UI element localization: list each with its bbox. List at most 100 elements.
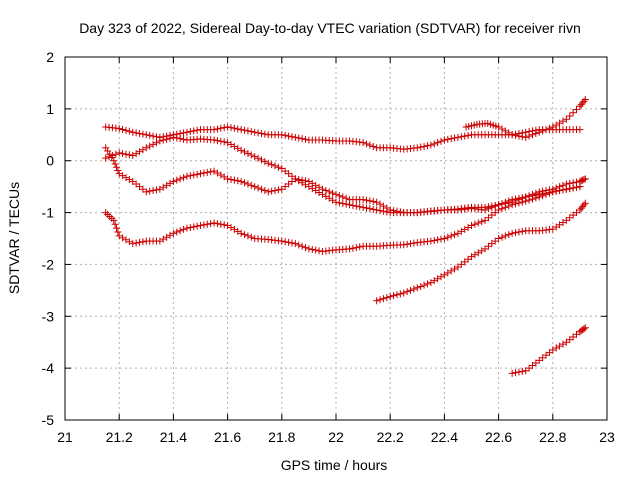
data-point bbox=[400, 289, 408, 297]
data-point bbox=[552, 344, 560, 352]
data-point bbox=[305, 245, 313, 253]
y-tick-label: 1 bbox=[46, 101, 54, 117]
data-point bbox=[136, 148, 144, 156]
data-point bbox=[274, 186, 282, 194]
data-point bbox=[268, 187, 276, 195]
data-point bbox=[498, 205, 506, 213]
data-point bbox=[379, 202, 387, 210]
data-point bbox=[125, 151, 133, 159]
data-point bbox=[573, 183, 581, 191]
data-point bbox=[298, 242, 306, 250]
data-point bbox=[515, 368, 523, 376]
data-point bbox=[166, 231, 174, 239]
data-point bbox=[230, 225, 238, 233]
data-point bbox=[136, 238, 144, 246]
data-point bbox=[210, 219, 218, 227]
data-point bbox=[474, 249, 482, 257]
data-point bbox=[515, 199, 523, 207]
data-point bbox=[213, 220, 221, 228]
data-point bbox=[122, 174, 130, 182]
data-point bbox=[241, 179, 249, 187]
data-point bbox=[518, 367, 526, 375]
y-axis-label: SDTVAR / TECUs bbox=[6, 182, 22, 294]
x-tick-label: 22.6 bbox=[485, 429, 512, 445]
data-point bbox=[264, 159, 272, 167]
data-point bbox=[234, 177, 242, 185]
data-point bbox=[495, 235, 503, 242]
data-point bbox=[207, 220, 215, 228]
data-point bbox=[474, 219, 482, 227]
axis-ticks: 21 21.2 21.4 21.6 21.8 22 22.2 22.4 22.6 22.8 2321… bbox=[42, 49, 615, 445]
data-point bbox=[224, 175, 232, 183]
data-point bbox=[146, 131, 154, 139]
data-point bbox=[230, 142, 238, 150]
data-point bbox=[247, 128, 255, 136]
data-point bbox=[213, 125, 221, 133]
data-point bbox=[302, 244, 310, 252]
data-point bbox=[403, 288, 411, 296]
data-point bbox=[478, 218, 486, 226]
data-point bbox=[393, 207, 401, 215]
data-point bbox=[183, 224, 191, 232]
data-point bbox=[227, 141, 235, 149]
data-point bbox=[434, 139, 442, 147]
data-point bbox=[383, 294, 391, 302]
data-point bbox=[356, 243, 364, 251]
data-point bbox=[532, 194, 540, 202]
data-point bbox=[169, 177, 177, 185]
data-point bbox=[193, 222, 201, 230]
chart-title: Day 323 of 2022, Sidereal Day-to-day VTE… bbox=[79, 20, 581, 36]
data-point bbox=[569, 109, 577, 117]
data-point bbox=[427, 279, 435, 287]
data-point bbox=[376, 296, 384, 304]
data-point bbox=[498, 233, 506, 241]
data-point bbox=[580, 97, 588, 105]
data-point bbox=[437, 137, 445, 145]
data-point bbox=[186, 172, 194, 180]
data-point bbox=[142, 144, 150, 152]
data-point bbox=[281, 131, 289, 139]
data-point bbox=[305, 177, 313, 185]
data-point bbox=[254, 129, 262, 137]
data-point bbox=[111, 160, 119, 168]
data-point bbox=[190, 127, 198, 135]
data-point bbox=[186, 223, 194, 231]
data-point bbox=[274, 163, 282, 171]
data-point bbox=[139, 130, 147, 138]
data-point bbox=[362, 204, 370, 212]
data-point bbox=[152, 133, 160, 141]
data-point bbox=[369, 142, 377, 150]
data-point bbox=[315, 247, 323, 255]
data-point bbox=[125, 238, 133, 246]
data-point bbox=[539, 192, 547, 200]
data-point bbox=[159, 235, 167, 243]
data-point bbox=[291, 133, 299, 141]
data-point bbox=[220, 138, 228, 146]
series-track-4 bbox=[102, 183, 584, 255]
data-point bbox=[132, 150, 140, 158]
data-point bbox=[183, 128, 191, 136]
data-point bbox=[230, 176, 238, 184]
data-point bbox=[129, 152, 137, 160]
y-tick-label: -5 bbox=[42, 412, 55, 428]
x-tick-label: 21.8 bbox=[268, 429, 295, 445]
data-point bbox=[244, 127, 252, 135]
data-point bbox=[464, 131, 472, 139]
data-point bbox=[508, 369, 516, 377]
data-point bbox=[451, 265, 459, 273]
data-point bbox=[112, 224, 120, 232]
series-track-3 bbox=[102, 144, 589, 217]
data-point bbox=[440, 235, 448, 242]
data-point bbox=[461, 225, 469, 233]
data-point bbox=[373, 297, 381, 305]
data-point bbox=[580, 325, 588, 333]
data-point bbox=[444, 269, 452, 277]
data-point bbox=[125, 127, 133, 135]
data-point bbox=[376, 207, 384, 215]
data-point bbox=[220, 173, 228, 181]
data-point bbox=[552, 187, 560, 195]
data-point bbox=[471, 251, 479, 259]
data-point bbox=[396, 208, 404, 216]
data-point bbox=[217, 137, 225, 145]
